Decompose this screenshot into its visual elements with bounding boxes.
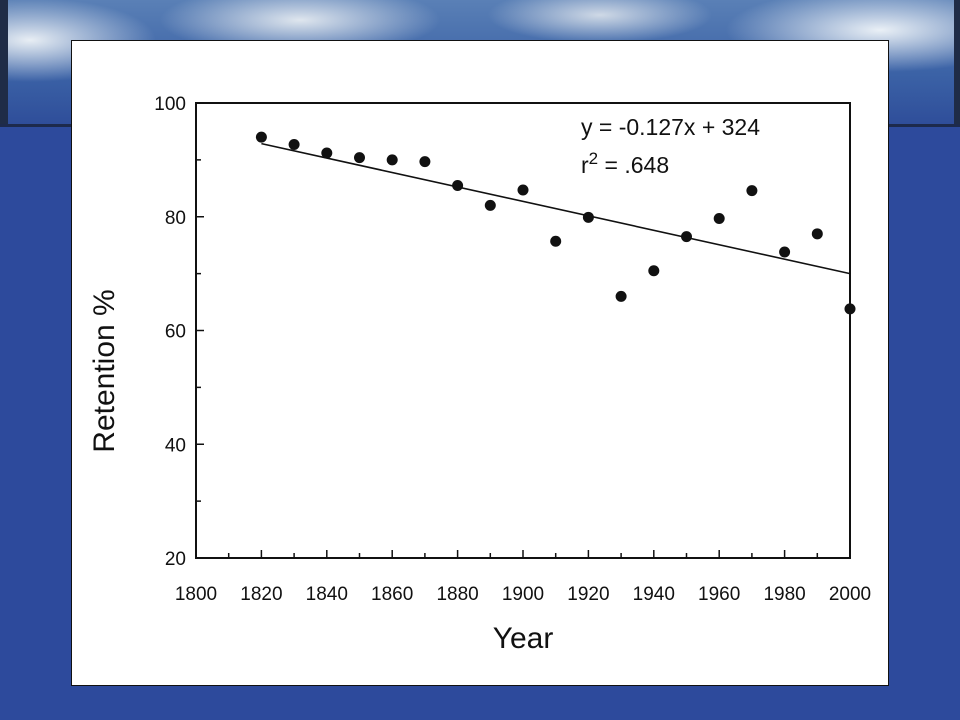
trendline-group bbox=[261, 142, 851, 275]
data-point bbox=[354, 152, 365, 164]
data-point bbox=[484, 199, 496, 211]
data-point bbox=[419, 156, 431, 168]
data-point bbox=[648, 265, 660, 277]
x-tick-label: 1980 bbox=[763, 584, 805, 605]
x-tick-label: 1800 bbox=[175, 584, 217, 605]
y-axis-title: Retention % bbox=[88, 289, 121, 452]
y-tick-label: 40 bbox=[165, 435, 186, 456]
x-tick-label: 1940 bbox=[633, 584, 675, 605]
y-tick-label: 20 bbox=[165, 549, 186, 570]
r-squared-value: = .648 bbox=[598, 152, 669, 178]
x-tick-label: 2000 bbox=[829, 584, 871, 605]
data-point bbox=[321, 147, 333, 159]
data-point bbox=[681, 231, 692, 243]
data-point bbox=[288, 139, 300, 151]
data-point bbox=[582, 211, 594, 223]
data-point bbox=[550, 235, 562, 247]
data-point bbox=[811, 228, 823, 240]
equation-annotation: y = -0.127x + 324 bbox=[581, 114, 760, 140]
data-point bbox=[517, 184, 529, 196]
plot-frame bbox=[195, 102, 851, 559]
banner-right-shadow bbox=[954, 0, 960, 124]
x-tick-label: 1840 bbox=[306, 584, 348, 605]
axes bbox=[195, 102, 851, 559]
x-axis-title: Year bbox=[493, 622, 554, 655]
x-tick-label: 1920 bbox=[567, 584, 609, 605]
x-tick-label: 1860 bbox=[371, 584, 413, 605]
y-tick-label: 100 bbox=[154, 94, 186, 115]
banner-left-shadow bbox=[0, 0, 8, 124]
r-squared-exponent: 2 bbox=[589, 149, 598, 168]
data-points bbox=[255, 131, 856, 315]
ticks: 1800 1820 1840 1860 1880 1900 1920 1940 1960 1980… bbox=[154, 94, 871, 605]
r-squared-annotation: r2 = .648 bbox=[581, 149, 669, 178]
y-tick-label: 80 bbox=[165, 208, 186, 229]
x-tick-label: 1960 bbox=[698, 584, 740, 605]
r-squared-base: r bbox=[581, 152, 589, 178]
data-point bbox=[615, 290, 627, 302]
x-tick-label: 1820 bbox=[240, 584, 282, 605]
data-point bbox=[713, 212, 725, 224]
data-point bbox=[746, 185, 758, 197]
data-point bbox=[844, 303, 856, 315]
scatter-chart: 1800 1820 1840 1860 1880 1900 1920 1940 1960 1980… bbox=[88, 94, 871, 655]
x-tick-label: 1880 bbox=[436, 584, 478, 605]
y-tick-label: 60 bbox=[165, 322, 186, 343]
chart-panel: 1800 1820 1840 1860 1880 1900 1920 1940 1960 1980… bbox=[71, 40, 889, 686]
data-point bbox=[386, 154, 398, 166]
trendline bbox=[261, 142, 851, 275]
data-point bbox=[779, 246, 791, 258]
data-point bbox=[255, 131, 267, 143]
data-point bbox=[452, 179, 464, 191]
x-tick-label: 1900 bbox=[502, 584, 544, 605]
